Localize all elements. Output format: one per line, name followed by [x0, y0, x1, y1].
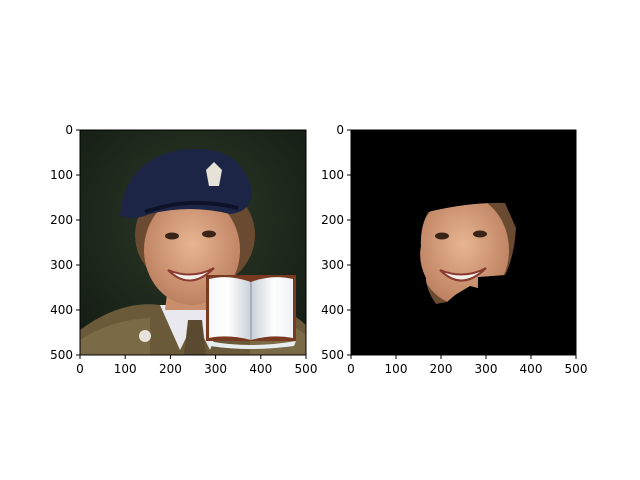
y-tick-label: 100 — [50, 168, 73, 182]
y-tick-label: 0 — [65, 123, 73, 137]
x-tick-label: 300 — [475, 362, 498, 376]
x-tick-label: 400 — [249, 362, 272, 376]
y-tick-label: 300 — [50, 258, 73, 272]
y-tick-label: 500 — [50, 348, 73, 362]
x-tick-label: 500 — [565, 362, 588, 376]
x-tick-label: 0 — [76, 362, 84, 376]
x-tick-label: 0 — [347, 362, 355, 376]
axes-frame-left — [79, 129, 307, 356]
y-tick-label: 200 — [321, 213, 344, 227]
y-tick-label: 400 — [50, 303, 73, 317]
axes-frame-right — [350, 129, 577, 356]
y-tick-label: 0 — [336, 123, 344, 137]
photo-face-mask — [351, 130, 576, 355]
x-tick-label: 200 — [159, 362, 182, 376]
y-tick-label: 100 — [321, 168, 344, 182]
y-tick-label: 400 — [321, 303, 344, 317]
x-tick-label: 200 — [430, 362, 453, 376]
photo-original — [80, 130, 306, 355]
y-tick-label: 300 — [321, 258, 344, 272]
x-tick-label: 500 — [295, 362, 318, 376]
x-tick-label: 300 — [204, 362, 227, 376]
book-occluder-icon — [206, 275, 296, 349]
x-tick-label: 100 — [114, 362, 137, 376]
x-tick-label: 400 — [520, 362, 543, 376]
y-tick-label: 500 — [321, 348, 344, 362]
x-tick-label: 100 — [385, 362, 408, 376]
y-tick-label: 200 — [50, 213, 73, 227]
